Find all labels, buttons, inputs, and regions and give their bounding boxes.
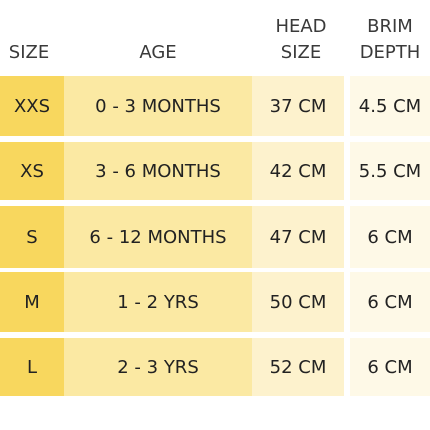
brim-depth-cell: 4.5 CM <box>350 76 430 136</box>
size-cell: XS <box>0 142 64 200</box>
age-header-label: AGE <box>139 42 177 63</box>
size-column-header: SIZE <box>0 40 58 66</box>
head-size-cell: 37 CM <box>252 76 344 136</box>
age-cell: 0 - 3 MONTHS <box>64 76 252 136</box>
size-cell: S <box>0 206 64 268</box>
head-size-cell: 47 CM <box>252 206 344 268</box>
head-size-header-line-1: HEAD <box>275 16 327 37</box>
brim-depth-cell: 5.5 CM <box>350 142 430 200</box>
head-size-column-header: HEAD SIZE <box>252 14 350 66</box>
brim-depth-column-header: BRIM DEPTH <box>350 14 430 66</box>
brim-depth-header-line-1: BRIM <box>367 16 413 37</box>
age-cell: 6 - 12 MONTHS <box>64 206 252 268</box>
age-column-header: AGE <box>64 40 252 66</box>
head-size-header-line-2: SIZE <box>280 42 322 63</box>
brim-depth-cell: 6 CM <box>350 338 430 396</box>
head-size-cell: 50 CM <box>252 272 344 332</box>
brim-depth-header-line-2: DEPTH <box>359 42 421 63</box>
age-cell: 1 - 2 YRS <box>64 272 252 332</box>
head-size-cell: 52 CM <box>252 338 344 396</box>
age-cell: 3 - 6 MONTHS <box>64 142 252 200</box>
brim-depth-cell: 6 CM <box>350 206 430 268</box>
brim-depth-cell: 6 CM <box>350 272 430 332</box>
head-size-cell: 42 CM <box>252 142 344 200</box>
size-cell: M <box>0 272 64 332</box>
age-cell: 2 - 3 YRS <box>64 338 252 396</box>
size-cell: L <box>0 338 64 396</box>
size-header-label: SIZE <box>8 42 50 63</box>
size-cell: XXS <box>0 76 64 136</box>
